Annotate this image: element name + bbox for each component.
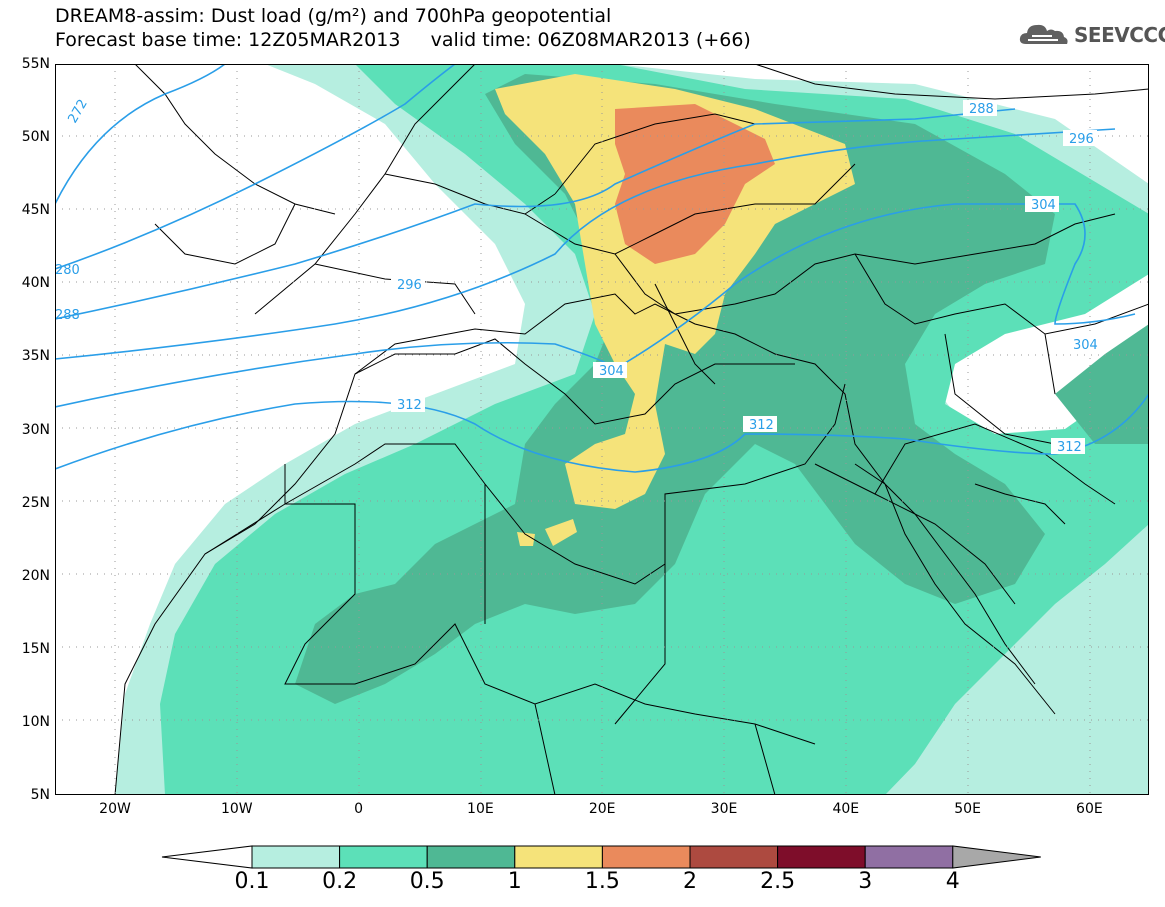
colorbar-label: 1.5	[584, 869, 620, 894]
colorbar-swatch	[601, 845, 691, 869]
colorbar-swatch	[339, 845, 428, 869]
colorbar-swatch	[777, 845, 866, 869]
colorbar-label: 2	[683, 869, 697, 894]
latitude-label: 25N	[21, 494, 50, 511]
dust-band-1.5	[615, 104, 775, 264]
longitude-label: 60E	[1076, 801, 1103, 817]
longitude-label: 10W	[220, 801, 253, 817]
colorbar-label: 0.5	[409, 869, 445, 894]
colorbar-swatch	[251, 845, 341, 869]
colorbar-swatch	[514, 845, 603, 869]
dust-map: 272 280 288 288 296 296 304 304 304 312 …	[55, 64, 1149, 795]
colorbar-label: 4	[945, 869, 960, 894]
latitude-label: 10N	[21, 713, 50, 730]
contour-label-group: 272 280 288 288 296 296 304 304 304 312 …	[55, 97, 1101, 455]
contour-label: 304	[1073, 338, 1098, 353]
contour-label: 288	[55, 308, 80, 323]
latitude-label: 50N	[21, 129, 50, 146]
seevccc-logo: SEEVCCC	[1018, 22, 1165, 48]
contour-label: 288	[969, 102, 994, 117]
colorbar-over-arrow	[952, 845, 1041, 869]
chart-title: DREAM8-assim: Dust load (g/m²) and 700hP…	[55, 5, 612, 27]
colorbar-label: 3	[858, 869, 873, 894]
longitude-label: 0	[354, 801, 364, 817]
latitude-label: 55N	[21, 56, 50, 72]
dust-band-1	[495, 74, 855, 546]
contour-label: 280	[55, 263, 80, 278]
latitude-label: 5N	[30, 787, 50, 803]
country-borders	[114, 64, 1149, 795]
colorbar-swatch	[689, 845, 779, 869]
colorbar-swatches	[161, 845, 1041, 869]
contour-label: 312	[749, 418, 774, 433]
longitude-label: 50E	[954, 801, 981, 817]
cloud-icon	[1019, 24, 1068, 44]
longitude-label: 40E	[832, 801, 860, 817]
colorbar-label: 2.5	[760, 869, 796, 894]
graticule	[55, 64, 1149, 795]
contour-label: 304	[1031, 198, 1056, 213]
longitude-label: 20W	[99, 801, 131, 817]
latitude-label: 30N	[21, 421, 50, 438]
map-frame: 272 280 288 288 296 296 304 304 304 312 …	[55, 64, 1149, 795]
latitude-label: 45N	[21, 202, 50, 219]
map-border	[55, 64, 1149, 795]
longitude-label: 10E	[467, 801, 494, 817]
latitude-label: 20N	[21, 567, 50, 584]
colorbar-label: 1	[507, 869, 522, 894]
colorbar-label: 0.1	[234, 869, 270, 894]
contour-label: 312	[397, 398, 422, 413]
contour-label: 312	[1057, 440, 1082, 455]
coastlines	[354, 283, 1066, 685]
contour-label: 296	[397, 278, 422, 293]
colorbar-swatch	[426, 845, 516, 869]
geopotential-contours	[55, 64, 1149, 473]
latitude-label: 35N	[21, 348, 50, 365]
chart-subtitle: Forecast base time: 12Z05MAR2013 valid t…	[55, 29, 751, 51]
logo-text: SEEVCCC	[1074, 23, 1165, 47]
contour-label: 296	[1069, 132, 1094, 147]
longitude-label: 20E	[588, 801, 616, 817]
latitude-label: 15N	[21, 640, 50, 657]
colorbar-under-arrow	[161, 845, 253, 869]
contour-label: 304	[599, 364, 624, 379]
colorbar-swatch	[864, 845, 954, 869]
colorbar-label: 0.2	[322, 869, 358, 894]
longitude-label: 30E	[710, 801, 738, 817]
colorbar	[161, 845, 1041, 869]
latitude-label: 40N	[21, 275, 50, 292]
